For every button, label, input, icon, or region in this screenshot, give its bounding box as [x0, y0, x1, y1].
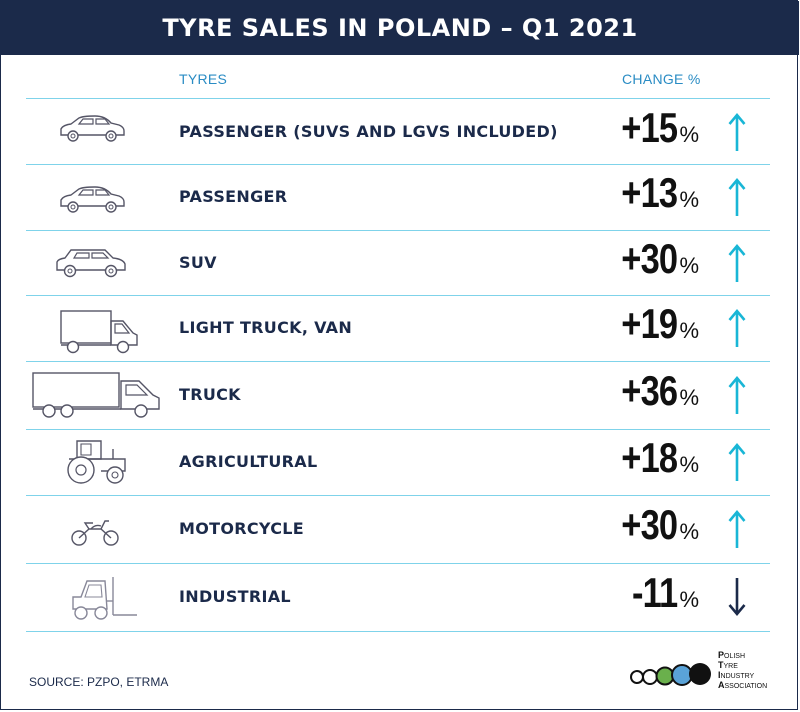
forklift-icon: [67, 575, 139, 626]
tractor-icon: [63, 437, 127, 490]
category-label: AGRICULTURAL: [179, 452, 318, 471]
category-label: LIGHT TRUCK, VAN: [179, 318, 353, 337]
logo-wordmark: POLISH TYRE INDUSTRY ASSOCIATION: [718, 650, 768, 691]
van-icon: [59, 309, 141, 360]
motorcycle-icon: [69, 517, 121, 552]
change-value: +19%: [609, 300, 699, 348]
row-divider: [26, 495, 770, 496]
category-label: INDUSTRIAL: [179, 587, 291, 606]
row-divider: [26, 631, 770, 632]
arrow-up-icon: [728, 308, 746, 353]
table-row: MOTORCYCLE +30%: [1, 495, 799, 563]
change-number: -11: [632, 569, 678, 616]
row-divider: [26, 164, 770, 165]
truck-icon: [31, 371, 163, 424]
change-number: +19: [621, 300, 678, 347]
row-divider: [26, 230, 770, 231]
arrow-up-icon: [728, 442, 746, 487]
row-divider: [26, 429, 770, 430]
percent-sign: %: [679, 318, 699, 343]
change-value: +30%: [609, 235, 699, 283]
arrow-up-icon: [728, 375, 746, 420]
table-row: PASSENGER (SUVS AND LGVS INCLUDED) +15%: [1, 99, 799, 164]
percent-sign: %: [679, 252, 699, 278]
table-row: INDUSTRIAL -11%: [1, 563, 799, 631]
change-value: +18%: [609, 434, 699, 482]
table-row: SUV +30%: [1, 230, 799, 295]
percent-sign: %: [679, 385, 699, 410]
row-divider: [26, 361, 770, 362]
change-number: +18: [621, 434, 678, 481]
category-label: MOTORCYCLE: [179, 519, 304, 538]
table-row: TRUCK +36%: [1, 361, 799, 429]
arrow-down-icon: [728, 577, 746, 622]
change-value: -11%: [622, 569, 699, 617]
column-header-tyres: TYRES: [179, 71, 228, 87]
percent-sign: %: [679, 587, 699, 612]
category-label: PASSENGER (SUVS AND LGVS INCLUDED): [179, 121, 558, 141]
change-value: +13%: [609, 169, 699, 217]
category-label: PASSENGER: [179, 187, 288, 206]
source-note: SOURCE: PZPO, ETRMA: [29, 675, 169, 689]
car-icon: [57, 184, 127, 219]
row-divider: [26, 563, 770, 564]
car-icon: [57, 113, 127, 148]
row-divider: [26, 98, 770, 99]
category-label: SUV: [179, 252, 217, 272]
arrow-up-icon: [728, 509, 746, 554]
arrow-up-icon: [728, 177, 746, 222]
arrow-up-icon: [728, 243, 746, 288]
table-row: AGRICULTURAL +18%: [1, 429, 799, 495]
change-value: +30%: [609, 501, 699, 549]
change-value: +36%: [609, 367, 699, 415]
percent-sign: %: [679, 187, 699, 212]
change-number: +30: [621, 234, 678, 282]
arrow-up-icon: [728, 112, 746, 157]
percent-sign: %: [679, 519, 699, 544]
category-label: TRUCK: [179, 385, 241, 404]
pzpo-logo-icon: [630, 663, 711, 686]
change-number: +15: [621, 103, 678, 151]
change-number: +30: [621, 501, 678, 548]
table-row: LIGHT TRUCK, VAN +19%: [1, 295, 799, 361]
percent-sign: %: [679, 121, 699, 147]
change-number: +13: [621, 169, 678, 216]
page-title: TYRE SALES IN POLAND – Q1 2021: [1, 1, 799, 55]
row-divider: [26, 295, 770, 296]
change-number: +36: [621, 367, 678, 414]
table-row: PASSENGER +13%: [1, 164, 799, 230]
suv-icon: [53, 246, 129, 283]
column-header-change: CHANGE %: [622, 71, 701, 87]
change-value: +15%: [609, 104, 699, 152]
percent-sign: %: [679, 452, 699, 477]
